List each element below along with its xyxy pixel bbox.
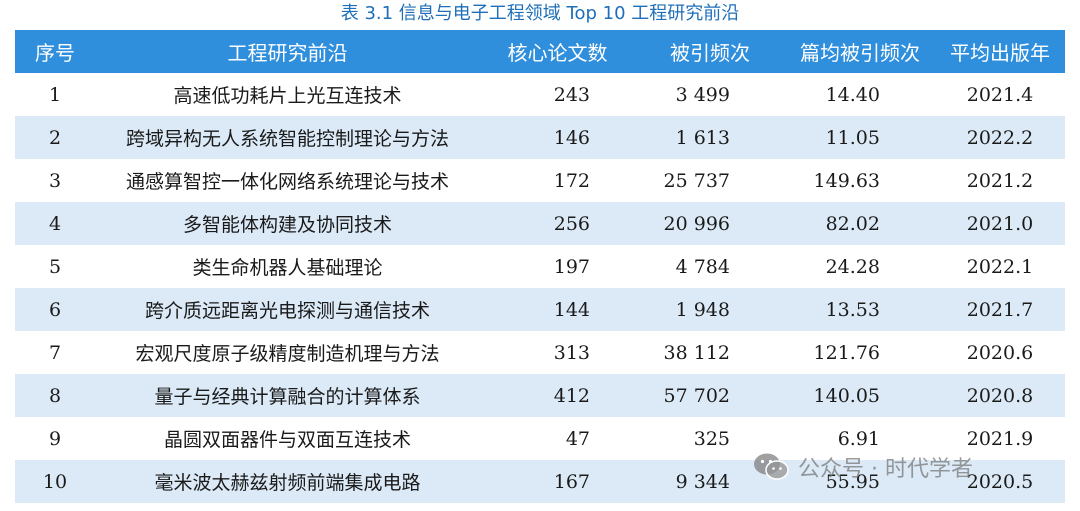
cell-no: 9 <box>48 427 62 450</box>
cell-citations: 1 948 <box>675 298 730 321</box>
cell-no: 3 <box>48 169 62 192</box>
cell-papers: 167 <box>553 470 590 493</box>
table-row: 3 通感算智控一体化网络系统理论与技术 172 25 737 149.63 2021.2 <box>15 159 1065 202</box>
cell-papers: 412 <box>553 384 590 407</box>
cell-papers: 313 <box>553 341 590 364</box>
cell-citations: 20 996 <box>663 212 730 235</box>
cell-frontier: 多智能体构建及协同技术 <box>182 214 392 236</box>
cell-citations: 9 344 <box>675 470 730 493</box>
cell-no: 8 <box>48 384 62 407</box>
cell-avg-year: 2021.0 <box>966 212 1034 235</box>
watermark-text: 公众号 · 时代学者 <box>798 457 973 482</box>
cell-no: 5 <box>48 255 62 278</box>
header-avg-year: 平均出版年 <box>950 41 1050 65</box>
cell-frontier: 宏观尺度原子级精度制造机理与方法 <box>135 343 440 365</box>
cell-citations: 3 499 <box>675 83 730 106</box>
cell-no: 2 <box>48 126 62 149</box>
cell-papers: 47 <box>565 427 590 450</box>
cell-avg-year: 2021.9 <box>966 427 1034 450</box>
cell-frontier: 跨域异构无人系统智能控制理论与方法 <box>125 128 449 150</box>
header-frontier: 工程研究前沿 <box>227 41 348 65</box>
cell-no: 7 <box>48 341 62 364</box>
cell-papers: 243 <box>553 83 590 106</box>
cell-frontier: 量子与经典计算融合的计算体系 <box>154 386 421 408</box>
cell-citations: 57 702 <box>663 384 730 407</box>
cell-avg-year: 2021.2 <box>966 169 1034 192</box>
cell-papers: 256 <box>553 212 590 235</box>
cell-avg-citations: 121.76 <box>813 341 880 364</box>
cell-avg-citations: 11.05 <box>825 126 880 149</box>
cell-avg-year: 2022.1 <box>966 255 1034 278</box>
cell-avg-citations: 13.53 <box>825 298 880 321</box>
cell-avg-citations: 140.05 <box>813 384 880 407</box>
table-row: 2 跨域异构无人系统智能控制理论与方法 146 1 613 11.05 2022.2 <box>15 116 1065 159</box>
cell-no: 1 <box>48 83 62 106</box>
cell-citations: 4 784 <box>675 255 730 278</box>
cell-avg-citations: 6.91 <box>837 427 880 450</box>
cell-avg-year: 2020.8 <box>966 384 1034 407</box>
cell-papers: 146 <box>553 126 590 149</box>
table-header-row: 序号 工程研究前沿 核心论文数 被引频次 篇均被引频次 平均出版年 <box>15 30 1065 73</box>
table-row: 10 毫米波太赫兹射频前端集成电路 167 9 344 55.95 2020.5 <box>15 460 1065 503</box>
cell-papers: 172 <box>553 169 590 192</box>
wechat-icon <box>754 453 789 480</box>
cell-frontier: 晶圆双面器件与双面互连技术 <box>163 429 411 451</box>
table-row: 1 高速低功耗片上光互连技术 243 3 499 14.40 2021.4 <box>15 73 1065 116</box>
header-papers: 核心论文数 <box>507 41 608 65</box>
table-row: 4 多智能体构建及协同技术 256 20 996 82.02 2021.0 <box>15 202 1065 245</box>
cell-papers: 197 <box>553 255 590 278</box>
table-row: 6 跨介质远距离光电探测与通信技术 144 1 948 13.53 2021.7 <box>15 288 1065 331</box>
table-row: 9 晶圆双面器件与双面互连技术 47 325 6.91 2021.9 <box>15 417 1065 460</box>
cell-citations: 325 <box>693 427 730 450</box>
cell-avg-citations: 149.63 <box>813 169 880 192</box>
cell-papers: 144 <box>553 298 590 321</box>
table-row: 5 类生命机器人基础理论 197 4 784 24.28 2022.1 <box>15 245 1065 288</box>
cell-no: 4 <box>48 212 62 235</box>
cell-citations: 1 613 <box>675 126 730 149</box>
cell-avg-citations: 55.95 <box>825 470 880 493</box>
table-caption: 表 3.1 信息与电子工程领域 Top 10 工程研究前沿 <box>340 3 740 24</box>
header-no: 序号 <box>35 41 75 65</box>
frontiers-table: 序号 工程研究前沿 核心论文数 被引频次 篇均被引频次 平均出版年 1 高速低功耗… <box>15 30 1065 503</box>
table-body: 1 高速低功耗片上光互连技术 243 3 499 14.40 2021.4 2 跨域异构无人系… <box>15 73 1065 503</box>
header-citations: 被引频次 <box>670 41 750 65</box>
cell-frontier: 毫米波太赫兹射频前端集成电路 <box>154 472 421 494</box>
header-avg-citations: 篇均被引频次 <box>800 41 920 65</box>
cell-avg-year: 2020.5 <box>966 470 1034 493</box>
cell-avg-year: 2022.2 <box>966 126 1034 149</box>
cell-no: 6 <box>48 298 62 321</box>
cell-frontier: 高速低功耗片上光互连技术 <box>173 85 402 107</box>
cell-avg-citations: 82.02 <box>825 212 880 235</box>
table-row: 7 宏观尺度原子级精度制造机理与方法 313 38 112 121.76 2020.6 <box>15 331 1065 374</box>
cell-no: 10 <box>42 470 68 493</box>
cell-avg-year: 2021.7 <box>966 298 1034 321</box>
cell-frontier: 跨介质远距离光电探测与通信技术 <box>144 300 430 322</box>
cell-avg-year: 2020.6 <box>966 341 1034 364</box>
cell-avg-citations: 24.28 <box>825 255 880 278</box>
cell-avg-year: 2021.4 <box>966 83 1034 106</box>
cell-avg-citations: 14.40 <box>825 83 880 106</box>
watermark: 公众号 · 时代学者 <box>752 452 973 482</box>
table-row: 8 量子与经典计算融合的计算体系 412 57 702 140.05 2020.8 <box>15 374 1065 417</box>
cell-citations: 25 737 <box>663 169 730 192</box>
cell-frontier: 类生命机器人基础理论 <box>192 257 383 279</box>
cell-frontier: 通感算智控一体化网络系统理论与技术 <box>125 171 449 193</box>
cell-citations: 38 112 <box>663 341 730 364</box>
